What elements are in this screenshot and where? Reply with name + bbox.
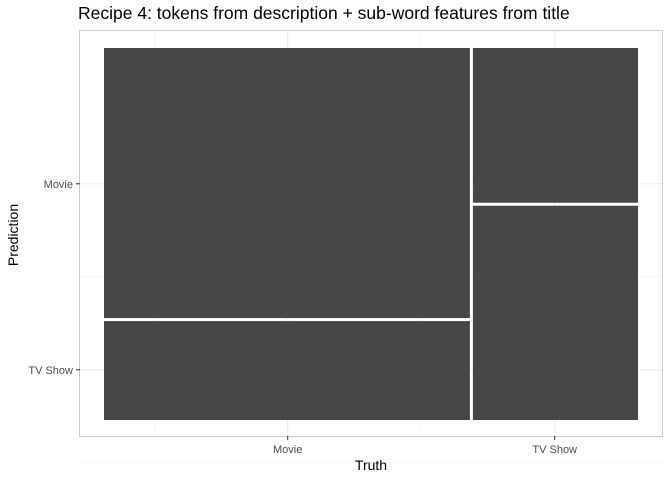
mosaic-tile-tv-show-tv-show xyxy=(472,205,638,420)
y-tick-label: Movie xyxy=(44,179,73,191)
x-axis-title: Truth xyxy=(355,457,387,473)
chart-title: Recipe 4: tokens from description + sub-… xyxy=(78,3,570,23)
panel-border xyxy=(79,30,663,437)
mosaic-tile-movie-tv-show xyxy=(104,321,470,420)
x-tick-label: Movie xyxy=(273,444,302,456)
x-tick-label: TV Show xyxy=(532,444,577,456)
y-axis-ticks: Movie TV Show xyxy=(28,179,80,377)
x-axis-ticks: Movie TV Show xyxy=(273,436,577,456)
mosaic-tile-tv-show-movie xyxy=(472,48,638,203)
y-tick-label: TV Show xyxy=(28,365,73,377)
y-axis-title: Prediction xyxy=(5,204,21,266)
mosaic-tiles xyxy=(104,48,638,420)
mosaic-tile-movie-movie xyxy=(104,48,470,319)
